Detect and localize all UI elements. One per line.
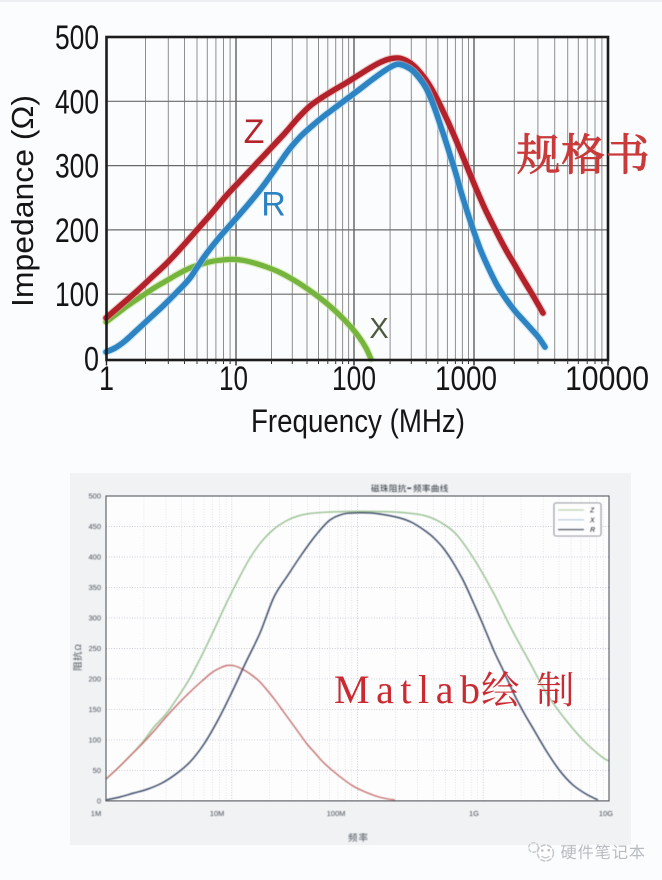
svg-text:400: 400 xyxy=(88,553,101,562)
svg-text:250: 250 xyxy=(88,644,101,653)
svg-text:400: 400 xyxy=(55,83,99,121)
svg-text:Z: Z xyxy=(589,508,595,515)
svg-text:300: 300 xyxy=(88,614,101,623)
svg-text:0: 0 xyxy=(97,797,101,806)
svg-text:10: 10 xyxy=(219,360,248,398)
svg-text:R: R xyxy=(261,186,286,224)
svg-text:350: 350 xyxy=(88,583,101,592)
svg-text:Frequency (MHz): Frequency (MHz) xyxy=(251,403,465,439)
svg-text:200: 200 xyxy=(88,675,101,684)
svg-text:200: 200 xyxy=(55,212,99,250)
svg-text:10000: 10000 xyxy=(565,360,649,398)
svg-text:Ω: Ω xyxy=(73,644,83,650)
svg-text:100: 100 xyxy=(88,736,101,745)
svg-text:500: 500 xyxy=(55,19,99,57)
svg-text:300: 300 xyxy=(55,148,99,186)
svg-text:10G: 10G xyxy=(599,809,613,818)
svg-text:150: 150 xyxy=(88,705,101,714)
svg-text:Impedance (Ω): Impedance (Ω) xyxy=(5,95,40,307)
svg-text:0: 0 xyxy=(84,341,99,379)
svg-text:X: X xyxy=(369,313,388,345)
svg-text:Z: Z xyxy=(244,113,265,151)
svg-text:450: 450 xyxy=(88,522,101,531)
svg-text:X: X xyxy=(589,517,596,524)
svg-text:R: R xyxy=(590,527,595,534)
svg-text:100M: 100M xyxy=(327,809,346,818)
svg-text:1G: 1G xyxy=(469,809,479,818)
svg-text:1M: 1M xyxy=(91,809,101,818)
svg-text:1: 1 xyxy=(99,360,114,398)
svg-text:10M: 10M xyxy=(210,809,225,818)
svg-text:100: 100 xyxy=(332,360,376,398)
svg-text:50: 50 xyxy=(93,766,101,775)
svg-text:100: 100 xyxy=(55,276,99,314)
svg-text:500: 500 xyxy=(88,492,101,501)
svg-text:1000: 1000 xyxy=(435,360,497,398)
